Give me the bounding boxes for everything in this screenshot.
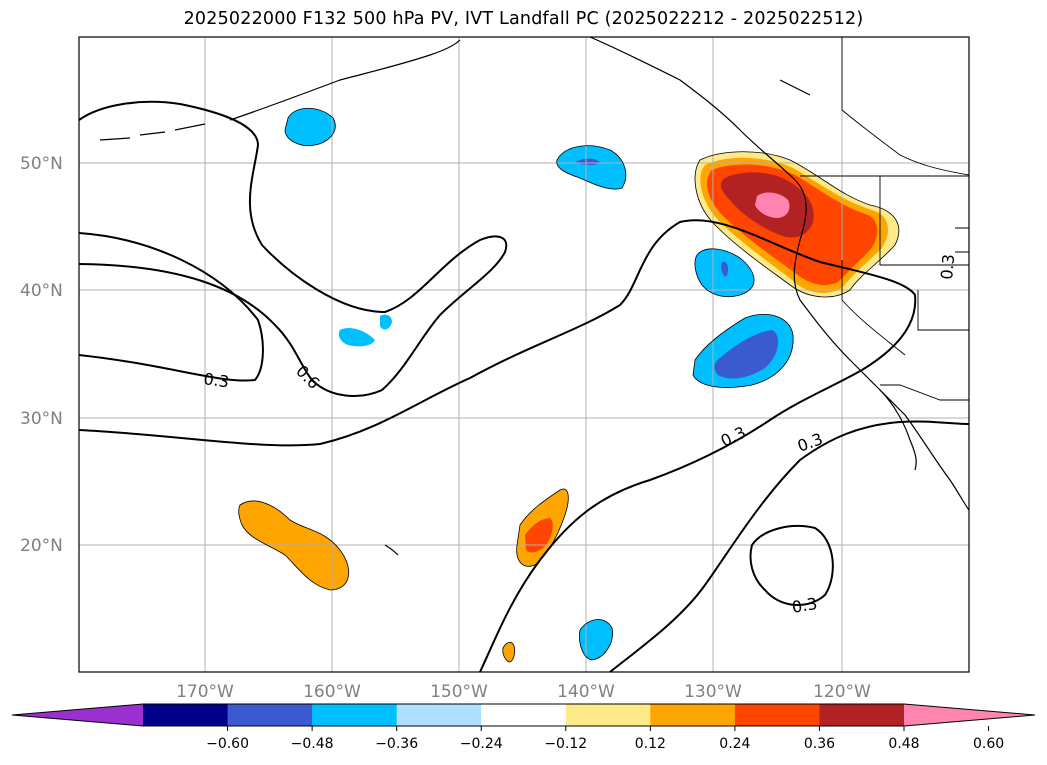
colorbar-outline	[11, 703, 1036, 727]
political-borders	[800, 37, 969, 401]
lat-label: 30°N	[20, 409, 63, 429]
plot-title: 2025022000 F132 500 hPa PV, IVT Landfall…	[183, 9, 864, 29]
colorbar-segment	[650, 704, 736, 726]
colorbar-segment	[143, 704, 229, 726]
map-area	[79, 37, 969, 672]
negative-anomaly-2	[556, 145, 626, 190]
longitude-labels: 170°W 160°W 150°W 140°W 130°W 120°W	[176, 682, 871, 702]
pv-contours	[79, 100, 969, 672]
colorbar-tick-label: −0.12	[544, 736, 587, 752]
colorbar-segment	[734, 704, 820, 726]
colorbar-tick-label: −0.60	[206, 736, 249, 752]
colorbar-tick-label: 0.60	[973, 736, 1004, 752]
contour-line	[749, 524, 834, 607]
colorbar-tick-label: −0.24	[460, 736, 503, 752]
contour-label: 0.3	[202, 369, 230, 391]
colorbar-segment	[565, 704, 651, 726]
negative-anomaly-6	[579, 619, 613, 660]
lon-label: 130°W	[684, 682, 742, 702]
map-frame	[78, 36, 970, 673]
lon-label: 150°W	[430, 682, 488, 702]
colorbar-segment	[481, 704, 567, 726]
gridlines	[79, 37, 969, 672]
negative-anomaly-1	[285, 108, 336, 146]
negative-anomaly-5	[338, 328, 375, 347]
lon-label: 140°W	[557, 682, 615, 702]
colorbar-tick-label: 0.36	[804, 736, 835, 752]
colorbar-tick-label: −0.48	[291, 736, 334, 752]
contour-label: 0.3	[937, 253, 958, 280]
colorbar-tick-label: 0.24	[719, 736, 750, 752]
colorbar: −0.60 −0.48 −0.36 −0.24 −0.12 0.12 0.24 0.36 0.4…	[11, 703, 1036, 752]
colorbar-segment	[312, 704, 398, 726]
shaded-anomaly-regions	[238, 108, 899, 662]
colorbar-extend-max	[904, 704, 1035, 726]
coastlines	[99, 37, 969, 556]
colorbar-segment	[396, 704, 482, 726]
colorbar-segment	[227, 704, 313, 726]
shade-outlines	[238, 107, 900, 663]
colorbar-tick-label: −0.36	[375, 736, 418, 752]
lon-label: 160°W	[303, 682, 361, 702]
lat-label: 50°N	[20, 154, 63, 174]
colorbar-tick-label: 0.48	[888, 736, 919, 752]
contour-line	[79, 232, 264, 382]
contour-line	[79, 100, 508, 397]
contour-line	[79, 219, 917, 672]
lat-label: 20°N	[20, 536, 63, 556]
colorbar-tick-label: 0.12	[635, 736, 666, 752]
latitude-labels: 50°N 40°N 30°N 20°N	[20, 154, 63, 556]
colorbar-segment	[819, 704, 905, 726]
lon-label: 120°W	[813, 682, 871, 702]
contour-line	[609, 420, 969, 672]
lon-label: 170°W	[176, 682, 234, 702]
colorbar-extend-min	[12, 704, 143, 726]
contour-label: 0.3	[790, 594, 818, 617]
lat-label: 40°N	[20, 281, 63, 301]
